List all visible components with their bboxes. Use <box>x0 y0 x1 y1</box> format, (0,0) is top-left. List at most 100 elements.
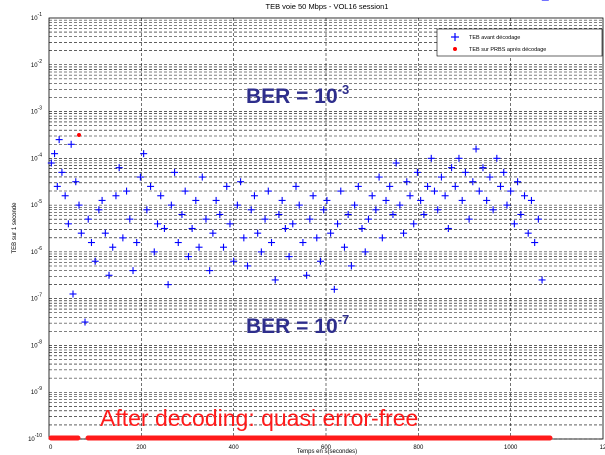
y-tick-label: 10-1 <box>31 12 42 22</box>
data-point-before-decoding <box>465 215 473 223</box>
data-point-before-decoding <box>129 267 137 275</box>
ber-upper-exp: -3 <box>338 82 350 97</box>
data-points <box>47 0 549 326</box>
data-point-before-decoding <box>340 243 348 251</box>
y-axis-ticks: 10-1 10-2 10-3 10-4 10-5 10-6 10-7 10-8 10-9 10-1… <box>28 12 42 443</box>
data-point-before-decoding <box>268 239 276 247</box>
data-point-before-decoding <box>174 239 182 247</box>
data-point-before-decoding <box>448 164 456 172</box>
data-point-before-decoding <box>153 220 161 228</box>
data-point-before-decoding <box>434 206 442 214</box>
data-point-before-decoding <box>206 267 214 275</box>
data-point-before-decoding <box>375 173 383 181</box>
ber-upper-base: BER = 10 <box>246 85 338 108</box>
ber-lower-annotation: BER = 10-7 <box>246 312 349 338</box>
data-point-before-decoding <box>254 229 262 237</box>
data-point-before-decoding <box>475 187 483 195</box>
data-point-before-decoding <box>479 164 487 172</box>
grid-lines <box>49 18 603 440</box>
data-point-before-decoding <box>389 210 397 218</box>
data-point-before-decoding <box>133 239 141 247</box>
data-point-before-decoding <box>109 243 117 251</box>
x-tick-label: 0 <box>49 445 53 451</box>
data-point-before-decoding <box>420 210 428 218</box>
data-point-before-decoding <box>184 253 192 261</box>
data-point-before-decoding <box>295 201 303 209</box>
data-point-before-decoding <box>430 187 438 195</box>
data-point-before-decoding <box>87 239 95 247</box>
data-point-before-decoding <box>95 206 103 214</box>
y-tick-label: 10-2 <box>31 59 42 69</box>
ber-lower-base: BER = 10 <box>246 315 338 338</box>
chart-title: TEB voie 50 Mbps - VOL16 session1 <box>266 2 389 11</box>
y-tick-label: 10-7 <box>31 293 42 303</box>
data-point-before-decoding <box>451 182 459 190</box>
y-tick-label: 10-4 <box>31 152 42 162</box>
data-point-before-decoding <box>216 210 224 218</box>
data-point-before-decoding <box>84 215 92 223</box>
y-axis-label: TEB sur 1 seconde <box>12 202 18 254</box>
data-point-before-decoding <box>469 178 477 186</box>
data-point-before-decoding <box>164 281 172 289</box>
data-point-before-decoding <box>299 239 307 247</box>
data-point-before-decoding <box>534 215 542 223</box>
legend-marker-before <box>451 33 459 41</box>
data-point-before-decoding <box>285 253 293 261</box>
data-point-before-decoding <box>136 173 144 181</box>
data-point-before-decoding <box>368 192 376 200</box>
x-tick-label: 1000 <box>504 445 518 451</box>
data-point-before-decoding <box>358 225 366 232</box>
y-tick-label: 10-5 <box>31 199 42 209</box>
data-point-before-decoding <box>493 154 501 162</box>
data-point-before-decoding <box>126 215 134 223</box>
data-point-before-decoding <box>278 196 286 204</box>
data-point-before-decoding <box>123 187 131 195</box>
data-point-before-decoding <box>364 215 372 223</box>
data-point-before-decoding <box>347 262 355 270</box>
data-point-before-decoding <box>261 215 269 223</box>
legend: TEB avant décodage TEB sur PRBS après dé… <box>436 28 603 57</box>
data-point-before-decoding <box>483 196 491 204</box>
data-point-before-decoding <box>281 225 289 232</box>
data-point-before-decoding <box>309 192 317 200</box>
data-point-before-decoding <box>424 182 432 190</box>
data-point-before-decoding <box>517 210 525 218</box>
data-point-before-decoding <box>455 154 463 162</box>
data-point-before-decoding <box>392 159 400 167</box>
data-point-before-decoding <box>524 229 532 237</box>
data-point-before-decoding <box>396 201 404 209</box>
data-point-before-decoding <box>67 140 75 148</box>
data-point-before-decoding <box>503 201 511 209</box>
data-point-before-decoding <box>147 182 155 190</box>
data-point-before-decoding <box>507 187 515 195</box>
data-point-before-decoding <box>337 187 345 195</box>
data-point-before-decoding <box>386 182 394 190</box>
x-tick-label: 200 <box>136 445 147 451</box>
legend-label-before: TEB avant décodage <box>469 35 520 41</box>
data-point-before-decoding <box>427 154 435 162</box>
data-point-before-decoding <box>458 196 466 204</box>
data-point-before-decoding <box>250 192 258 200</box>
data-point-before-decoding <box>500 168 508 176</box>
data-point-before-decoding <box>244 262 252 270</box>
data-point-before-decoding <box>115 164 123 172</box>
data-point-before-decoding <box>98 196 106 204</box>
data-point-before-decoding <box>226 220 234 228</box>
data-point-before-decoding <box>81 318 89 326</box>
data-point-before-decoding <box>220 243 228 251</box>
data-point-before-decoding <box>75 201 83 209</box>
data-point-before-decoding <box>400 229 408 237</box>
y-tick-label: 10-10 <box>28 433 42 443</box>
data-point-before-decoding <box>306 215 314 223</box>
data-point-before-decoding <box>143 206 151 214</box>
data-point-before-decoding <box>64 220 72 228</box>
data-point-before-decoding <box>192 196 200 204</box>
data-point-before-decoding <box>521 192 529 200</box>
data-point-before-decoding <box>202 215 210 223</box>
data-point-before-decoding <box>51 150 59 158</box>
data-point-before-decoding <box>257 248 265 256</box>
data-point-before-decoding <box>237 178 245 186</box>
data-point-before-decoding <box>289 220 297 228</box>
data-point-before-decoding <box>72 178 80 186</box>
data-point-before-decoding <box>410 220 418 228</box>
